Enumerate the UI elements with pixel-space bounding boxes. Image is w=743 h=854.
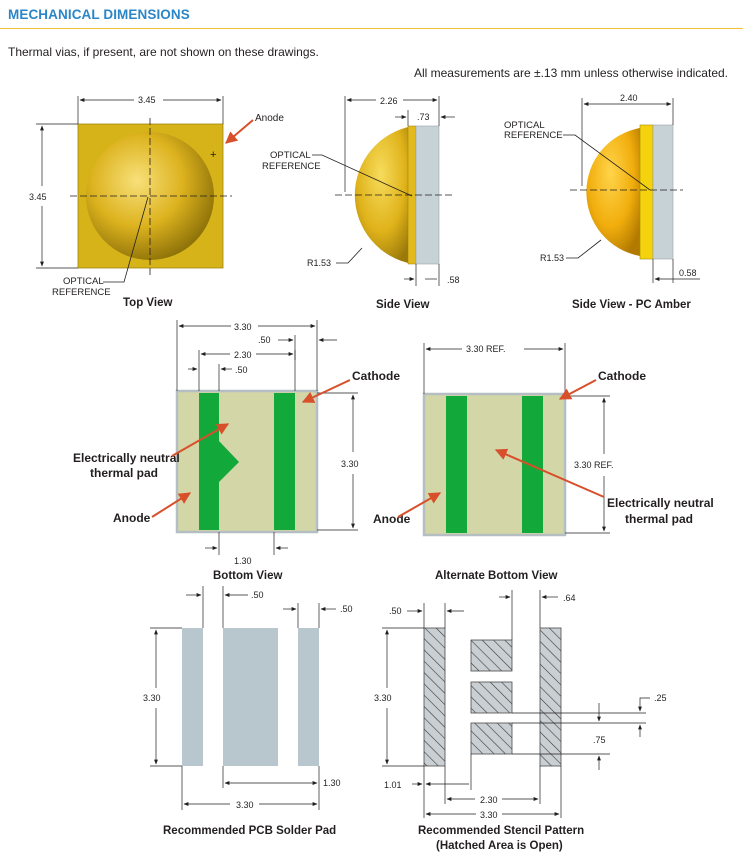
side-view-caption: Side View [376,299,430,311]
bottom-view: 3.30 .50 2.30 .50 3.30 1.30 Cathode Elec… [73,320,400,582]
stencil-pattern: .50 .64 3.30 .25 .75 1.01 2.30 [374,590,667,852]
side-view: 2.26 .73 .58 OPTICAL REFERENCE R1.53 Sid… [262,96,460,311]
page-title: MECHANICAL DIMENSIONS [8,7,190,22]
stencil-right [539,627,562,767]
top-anode-label: Anode [255,113,284,124]
stencil-center-mid [470,681,513,714]
amber-base-dim: 0.58 [679,268,697,278]
plus-mark: + [210,149,216,161]
top-view-caption: Top View [123,297,172,309]
alt-body [422,392,567,537]
title-rule [0,28,743,29]
side-base-dim: .58 [447,275,460,285]
bottom-width-dim: 3.30 [234,322,252,332]
side-view-amber: 2.40 OPTICAL REFERENCE R1.53 0.58 Side V… [504,93,700,311]
pcb-pad-right [298,628,319,766]
bottom-dim-050b: .50 [235,365,248,375]
alt-cathode-label: Cathode [598,369,646,383]
pcb-dim-050a: .50 [251,590,264,600]
stencil-caption-2: (Hatched Area is Open) [436,840,563,852]
pcb-width-dim: 3.30 [236,800,254,810]
stencil-caption-1: Recommended Stencil Pattern [418,825,584,837]
alt-neutral-label-2: thermal pad [625,512,693,526]
alt-anode-pad [446,396,467,533]
alt-height-dim: 3.30 REF. [574,460,614,470]
amber-optical-ref-1: OPTICAL [504,120,545,131]
side-radius-dim: R1.53 [307,258,331,268]
amber-radius-dim: R1.53 [540,253,564,263]
alt-cathode-pad [522,396,543,533]
stencil-center-top [470,639,513,672]
side-lens-dim: .73 [417,112,430,122]
amber-lens [652,124,674,260]
top-optical-ref-2: REFERENCE [52,287,111,298]
stencil-dim-101: 1.01 [384,780,402,790]
bottom-neutral-label-1: Electrically neutral [73,451,180,465]
alternate-bottom-view: 3.30 REF. 3.30 REF. Cathode Electrically… [373,343,714,582]
pcb-pad-center [223,628,278,766]
stencil-dim-075: .75 [593,735,606,745]
pcb-dim-130: 1.30 [323,778,341,788]
bottom-anode-pad [199,393,239,530]
stencil-dim-064: .64 [563,593,576,603]
stencil-dim-025: .25 [654,693,667,703]
intro-text: Thermal vias, if present, are not shown … [8,45,319,59]
stencil-height-dim: 3.30 [374,693,392,703]
bottom-height-dim: 3.30 [341,459,359,469]
bottom-neutral-label-2: thermal pad [90,466,158,480]
amber-width-dim: 2.40 [620,93,638,103]
side-optical-ref-2: REFERENCE [262,161,321,172]
stencil-dim-230: 2.30 [480,795,498,805]
top-height-dim: 3.45 [29,192,47,202]
stencil-dim-050: .50 [389,606,402,616]
amber-view-caption: Side View - PC Amber [572,299,691,311]
bottom-dim-230: 2.30 [234,350,252,360]
bottom-body [175,389,319,534]
pcb-dim-050b: .50 [340,604,353,614]
pcb-pad-left [182,628,203,766]
bottom-cathode-label: Cathode [352,369,400,383]
side-optical-ref-1: OPTICAL [270,150,311,161]
side-width-dim: 2.26 [380,96,398,106]
stencil-dim-330: 3.30 [480,810,498,820]
alt-view-caption: Alternate Bottom View [435,570,558,582]
alt-width-dim: 3.30 REF. [466,344,506,354]
amber-dome [586,128,640,256]
amber-optical-ref-2: REFERENCE [504,130,563,141]
top-width-dim: 3.45 [138,95,156,105]
top-optical-ref-1: OPTICAL [63,276,104,287]
pcb-solder-pad: .50 .50 3.30 1.30 3.30 Recommended PCB S… [143,586,353,837]
tolerance-note: All measurements are ±.13 mm unless othe… [413,66,728,80]
alt-neutral-label-1: Electrically neutral [607,496,714,510]
pcb-height-dim: 3.30 [143,693,161,703]
bottom-anode-label: Anode [113,511,151,525]
pcb-caption: Recommended PCB Solder Pad [163,825,336,837]
side-dome [354,126,413,264]
bottom-view-caption: Bottom View [213,570,282,582]
bottom-cathode-pad [274,393,295,530]
stencil-left [423,627,446,767]
bottom-dim-050: .50 [258,335,271,345]
top-view: + 3.45 3.45 Anode OPTICAL REFERENCE Top … [29,95,284,309]
stencil-center-bottom [470,722,513,755]
bottom-dim-130: 1.30 [234,556,252,566]
